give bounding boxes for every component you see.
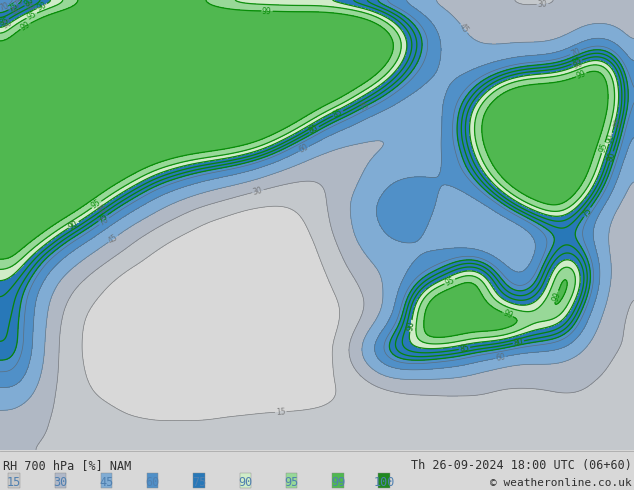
- Text: 99: 99: [331, 476, 345, 489]
- Text: 90: 90: [605, 132, 616, 144]
- Text: 70: 70: [569, 46, 582, 58]
- Text: 95: 95: [597, 142, 609, 153]
- Text: 85: 85: [459, 343, 470, 354]
- Text: 85: 85: [96, 203, 110, 216]
- Bar: [332, 473, 344, 489]
- Text: 85: 85: [0, 16, 10, 27]
- Text: 90: 90: [1, 18, 14, 31]
- Text: 95: 95: [25, 9, 38, 22]
- Bar: [147, 473, 158, 489]
- Text: 90: 90: [36, 0, 48, 12]
- Text: 90: 90: [238, 476, 252, 489]
- Text: 75: 75: [358, 100, 372, 113]
- Text: 90: 90: [67, 219, 81, 231]
- Bar: [193, 473, 205, 489]
- Text: 90: 90: [406, 320, 416, 331]
- Text: 60: 60: [495, 352, 506, 363]
- Text: 60: 60: [297, 143, 310, 155]
- Text: 45: 45: [107, 232, 120, 245]
- Bar: [8, 473, 20, 489]
- Text: 80: 80: [10, 4, 23, 17]
- Text: 45: 45: [457, 22, 470, 35]
- Text: 90: 90: [406, 320, 416, 331]
- Text: 75: 75: [192, 476, 206, 489]
- Text: 60: 60: [146, 476, 160, 489]
- Text: 80: 80: [605, 151, 618, 163]
- Text: 80: 80: [605, 151, 618, 163]
- Text: 99: 99: [262, 6, 272, 16]
- Text: 85: 85: [612, 117, 624, 129]
- Bar: [240, 473, 251, 489]
- Text: 80: 80: [513, 337, 524, 347]
- Text: 85: 85: [459, 343, 470, 354]
- Text: 95: 95: [285, 476, 299, 489]
- Text: 15: 15: [276, 407, 286, 416]
- Bar: [286, 473, 297, 489]
- Text: 75: 75: [7, 1, 20, 14]
- Text: Th 26-09-2024 18:00 UTC (06+60): Th 26-09-2024 18:00 UTC (06+60): [411, 459, 632, 472]
- Text: 75: 75: [581, 205, 593, 219]
- Text: 30: 30: [538, 0, 548, 9]
- Text: 95: 95: [444, 275, 456, 288]
- Text: 70: 70: [0, 1, 10, 13]
- Text: 90: 90: [572, 59, 585, 71]
- Bar: [378, 473, 390, 489]
- Text: 99: 99: [575, 69, 588, 81]
- Text: 99: 99: [551, 290, 562, 302]
- Text: 90: 90: [67, 219, 81, 231]
- Text: 15: 15: [7, 476, 21, 489]
- Text: 80: 80: [513, 337, 524, 347]
- Text: 100: 100: [373, 476, 395, 489]
- Text: 70: 70: [98, 215, 111, 228]
- Text: 75: 75: [13, 0, 26, 10]
- Text: 80: 80: [307, 123, 320, 136]
- Text: 85: 85: [25, 0, 38, 13]
- Text: RH 700 hPa [%] NAM: RH 700 hPa [%] NAM: [3, 459, 131, 472]
- Text: 85: 85: [571, 56, 583, 68]
- Text: 75: 75: [96, 212, 110, 224]
- Text: 99: 99: [501, 309, 514, 320]
- Text: 30: 30: [252, 186, 264, 197]
- Text: 80: 80: [307, 123, 320, 136]
- Bar: [55, 473, 66, 489]
- Text: 75: 75: [581, 205, 593, 219]
- Text: © weatheronline.co.uk: © weatheronline.co.uk: [490, 478, 632, 489]
- Text: 30: 30: [53, 476, 67, 489]
- Text: 99: 99: [19, 20, 32, 33]
- Text: 85: 85: [332, 107, 344, 120]
- Text: 45: 45: [100, 476, 113, 489]
- Text: 95: 95: [90, 198, 103, 211]
- Bar: [101, 473, 112, 489]
- Text: 80: 80: [23, 0, 36, 9]
